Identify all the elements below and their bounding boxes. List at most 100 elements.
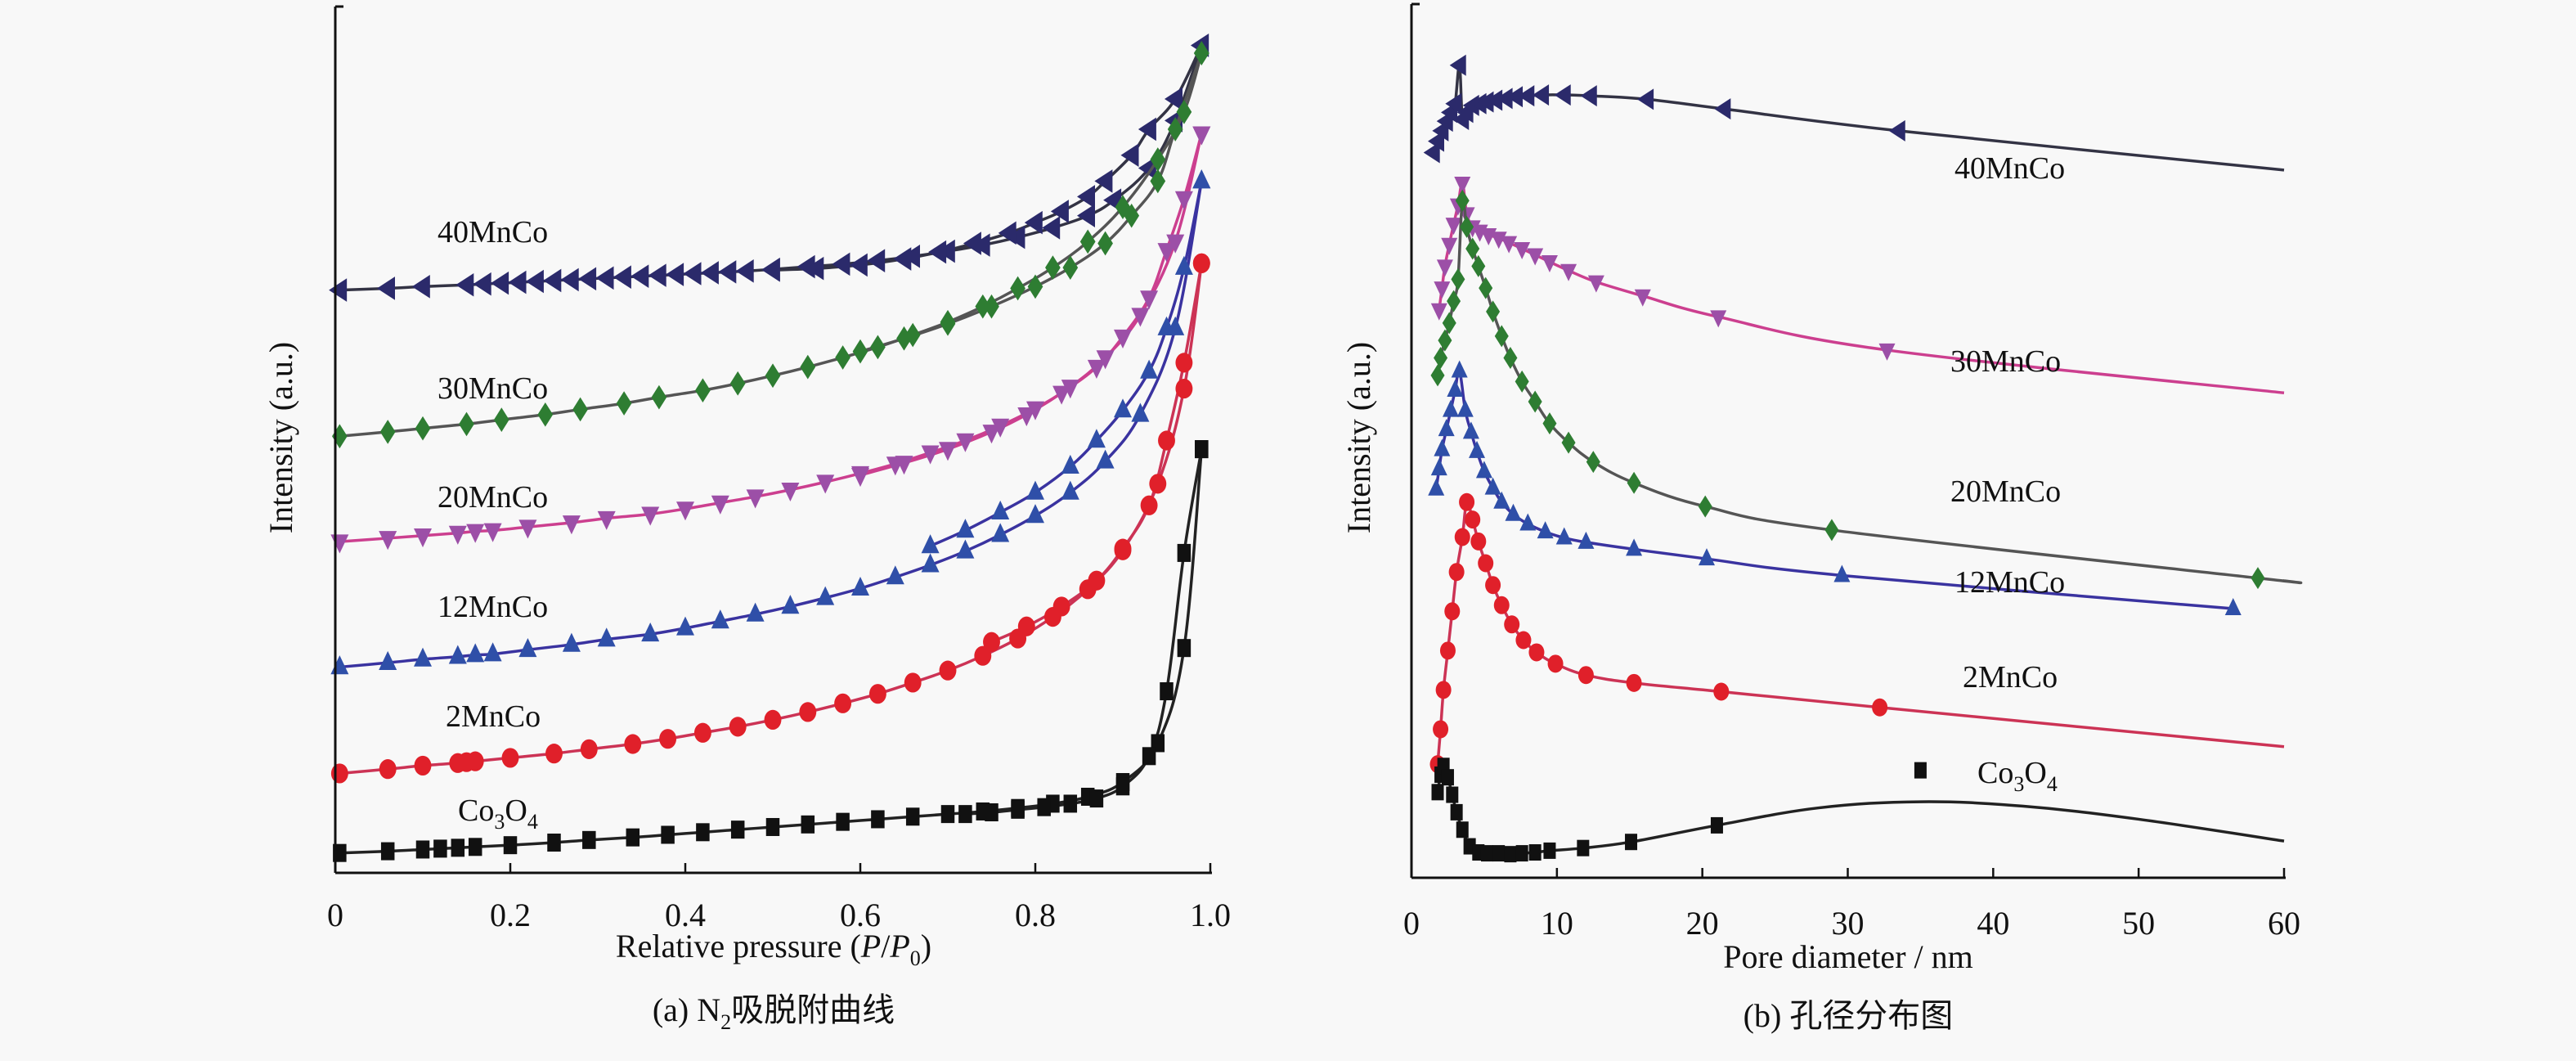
2MnCo-point [1454, 528, 1470, 546]
2MnCo-point [1470, 532, 1487, 551]
40MnCo-point [1533, 84, 1550, 106]
series-40MnCo [1423, 54, 2285, 172]
Co3O4-point [1441, 769, 1454, 786]
40MnCo-desorption-point [806, 256, 824, 281]
label-subscript: 3 [2013, 772, 2024, 796]
Co3O4-point [1504, 846, 1517, 863]
40MnCo-adsorption-point [718, 260, 737, 284]
Co3O4-point [1528, 844, 1542, 861]
30MnCo-point [1710, 310, 1727, 328]
20MnCo-adsorption-point [991, 418, 1010, 438]
12MnCo-point [1434, 438, 1451, 456]
30MnCo-desorption-point [1124, 203, 1140, 228]
panel-a-y-axis-title: Intensity (a.u.) [263, 342, 299, 533]
40MnCo-adsorption-point [700, 261, 719, 285]
label-subscript-2: 4 [2047, 772, 2058, 796]
12MnCo-point [1469, 440, 1486, 458]
30MnCo-adsorption-point [537, 402, 554, 427]
2MnCo-point [1577, 666, 1594, 685]
40MnCo-desorption-point [1094, 169, 1113, 193]
2MnCo-point [1528, 643, 1545, 662]
Co3O4-adsorption-point [871, 810, 885, 829]
series-label-Co3O4: Co3O4 [458, 794, 538, 834]
x-tick-label: 40 [1977, 905, 2009, 942]
Co3O4-adsorption-point [415, 840, 430, 859]
40MnCo-desorption-point [761, 258, 780, 282]
30MnCo-desorption-point [852, 339, 868, 364]
20MnCo-adsorption-point [597, 510, 616, 530]
x-tick-label: 50 [2122, 905, 2155, 942]
12MnCo-desorption-point [1140, 359, 1159, 379]
2MnCo-desorption-point [1088, 570, 1106, 591]
series-40MnCo [329, 34, 1209, 302]
2MnCo-adsorption-point [1175, 378, 1193, 399]
20MnCo-adsorption-point [816, 474, 835, 494]
2MnCo-point [1459, 492, 1475, 511]
30MnCo-point [1514, 242, 1531, 260]
12MnCo-desorption-point [1026, 480, 1044, 500]
40MnCo-point [1428, 130, 1445, 152]
12MnCo-adsorption-point [1131, 402, 1150, 422]
12MnCo-adsorption-point [379, 650, 397, 670]
30MnCo-point [1454, 176, 1471, 194]
2MnCo-adsorption-point [693, 722, 711, 743]
12MnCo-point [1438, 419, 1455, 437]
label-main: 30MnCo [438, 371, 548, 406]
12MnCo-point [1484, 477, 1501, 495]
40MnCo-desorption-point [963, 232, 981, 255]
30MnCo-adsorption-point [870, 335, 886, 360]
caption-a-subscript: 2 [720, 1010, 731, 1034]
2MnCo-point [1547, 654, 1564, 673]
series-label-30MnCo: 30MnCo [1950, 344, 2061, 379]
x-tick-label: 0.8 [1015, 897, 1056, 933]
Co3O4-desorption-point [1142, 747, 1156, 766]
20MnCo-point [1824, 519, 1839, 542]
12MnCo-point [1475, 461, 1492, 479]
label-main: 30MnCo [1950, 344, 2061, 379]
2MnCo-adsorption-point [414, 755, 432, 776]
Co3O4-desorption-point [1195, 440, 1209, 459]
40MnCo-point [1496, 88, 1513, 110]
2MnCo-point [1439, 641, 1456, 660]
12MnCo-adsorption-point [991, 523, 1010, 542]
12MnCo-point [1428, 478, 1445, 496]
Co3O4-adsorption-point [836, 812, 850, 831]
20MnCo-desorption-point [939, 442, 957, 461]
30MnCo-point [1560, 263, 1577, 281]
2MnCo-desorption-point [1052, 596, 1070, 617]
20MnCo-point [1471, 254, 1486, 277]
12MnCo-adsorption-point [711, 609, 729, 629]
12MnCo-adsorption-point [466, 643, 485, 663]
40MnCo-desorption-point [998, 221, 1016, 245]
series-label-20MnCo: 20MnCo [1950, 474, 2061, 509]
12MnCo-point [1451, 360, 1468, 378]
30MnCo-desorption-point [1097, 231, 1113, 256]
2MnCo-point [1435, 681, 1452, 699]
series-12MnCo [330, 169, 1211, 675]
12MnCo-desorption-point [1157, 316, 1176, 335]
20MnCo-adsorption-point [746, 489, 765, 509]
12MnCo-adsorption-point [641, 622, 660, 642]
20MnCo-adsorption-point [379, 531, 397, 551]
series-12MnCo [1428, 360, 2242, 616]
x-tick-label: 0.6 [840, 897, 881, 933]
2MnCo-desorption-point [1114, 538, 1132, 559]
panel-b-caption: (b) 孔径分布图 [1744, 997, 1954, 1034]
40MnCo-point [1477, 91, 1494, 113]
12MnCo-adsorption-point [448, 645, 467, 664]
series-Co3O4 [1431, 758, 2285, 863]
20MnCo-adsorption-point [414, 528, 432, 548]
30MnCo-adsorption-point [415, 416, 431, 441]
12MnCo-desorption-point [1087, 429, 1106, 448]
20MnCo-point [1561, 431, 1576, 454]
2MnCo-point [1515, 631, 1532, 650]
2MnCo-adsorption-point [868, 684, 886, 704]
30MnCo-adsorption-point [616, 391, 632, 416]
12MnCo-adsorption-point [956, 539, 975, 559]
20MnCo-adsorption-point [483, 523, 502, 542]
30MnCo-desorption-point [1193, 41, 1209, 65]
40MnCo-point [1506, 86, 1524, 108]
Co3O4-adsorption-point [661, 825, 675, 844]
40MnCo-adsorption-point [1077, 204, 1095, 227]
40MnCo-desorption-point [1077, 185, 1095, 209]
